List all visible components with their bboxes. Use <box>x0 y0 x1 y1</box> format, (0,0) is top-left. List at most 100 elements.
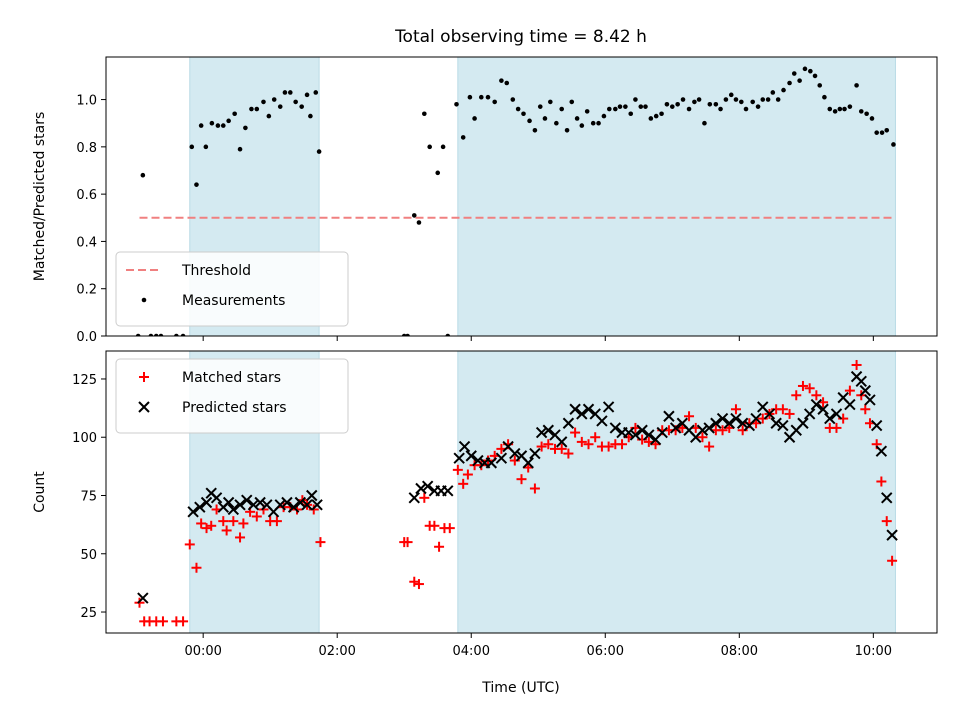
data-point <box>874 130 879 135</box>
data-point <box>247 499 260 511</box>
data-point <box>411 213 417 218</box>
data-point <box>157 616 168 627</box>
data-point <box>730 404 741 415</box>
data-point <box>137 592 149 604</box>
data-point <box>860 404 871 415</box>
data-point <box>221 525 232 536</box>
data-point <box>617 104 623 109</box>
data-point <box>316 149 322 154</box>
legend-label: Predicted stars <box>182 400 287 416</box>
x-tick-label: 02:00 <box>318 644 355 659</box>
data-point <box>277 104 283 109</box>
series-measurements <box>135 66 896 336</box>
data-point <box>775 97 781 102</box>
legend-marker-swatch <box>139 372 149 382</box>
data-point <box>308 113 313 119</box>
data-point <box>596 415 608 427</box>
y-tick-label: 75 <box>80 489 97 504</box>
data-point <box>234 499 246 511</box>
legend-label: Measurements <box>182 293 285 309</box>
data-point <box>529 483 540 494</box>
data-point <box>886 529 898 541</box>
data-point <box>696 97 702 102</box>
data-point <box>713 101 719 107</box>
data-point <box>235 532 246 543</box>
data-point <box>777 419 789 432</box>
data-point <box>542 424 555 436</box>
data-point <box>509 447 521 460</box>
data-point <box>559 106 565 112</box>
data-point <box>603 441 614 452</box>
y-tick-label: 0.4 <box>76 235 97 250</box>
data-point <box>716 412 729 425</box>
y-tick-label: 125 <box>72 373 97 388</box>
data-point <box>222 496 235 509</box>
data-point <box>228 516 239 527</box>
y-tick-label: 50 <box>80 548 97 563</box>
data-point <box>510 97 516 102</box>
data-point <box>609 422 622 434</box>
data-point <box>765 97 771 102</box>
data-point <box>543 439 554 450</box>
chart-title: Total observing time = 8.42 h <box>394 27 647 47</box>
data-point <box>787 80 792 86</box>
data-point <box>864 111 869 117</box>
data-point <box>617 439 628 450</box>
data-point <box>462 469 473 480</box>
data-point <box>465 450 477 462</box>
data-point <box>556 443 567 454</box>
data-point <box>730 412 742 425</box>
legend-label: Matched stars <box>182 370 281 386</box>
data-point <box>844 385 855 396</box>
data-point <box>153 333 159 336</box>
data-point <box>755 104 761 109</box>
data-point <box>409 576 420 587</box>
data-point <box>215 123 221 128</box>
data-point <box>579 123 585 128</box>
data-point <box>261 99 266 105</box>
data-point <box>200 496 213 509</box>
y-tick-label: 25 <box>80 606 97 621</box>
data-point <box>601 113 607 119</box>
data-point <box>803 408 816 420</box>
data-point <box>232 111 237 117</box>
data-point <box>516 474 527 485</box>
y-tick-label: 100 <box>72 431 97 446</box>
data-point <box>704 441 715 452</box>
data-point <box>226 118 231 124</box>
data-point <box>797 417 809 429</box>
data-point <box>140 172 146 178</box>
data-point <box>521 111 526 117</box>
data-point <box>628 111 634 117</box>
data-point <box>227 503 240 516</box>
data-point <box>750 412 762 425</box>
data-point <box>791 390 802 401</box>
y-tick-label: 0.8 <box>76 141 97 156</box>
data-point <box>763 408 776 420</box>
data-point <box>174 333 179 336</box>
data-point <box>413 579 424 590</box>
data-point <box>194 501 206 513</box>
data-point <box>733 97 739 102</box>
data-point <box>854 83 859 88</box>
data-point <box>648 116 654 121</box>
data-point <box>851 359 862 370</box>
y-tick-label: 0.0 <box>76 330 97 345</box>
observing-interval-band <box>457 56 896 337</box>
data-point <box>458 478 469 489</box>
data-point <box>542 116 548 121</box>
data-point <box>548 99 553 105</box>
data-point <box>831 422 842 433</box>
data-point <box>855 375 867 388</box>
data-point <box>402 537 413 548</box>
data-point <box>832 109 838 114</box>
data-point <box>254 106 260 112</box>
data-point <box>869 116 875 121</box>
data-point <box>623 104 628 109</box>
data-point <box>590 120 596 126</box>
data-point <box>434 541 445 552</box>
data-point <box>876 476 887 487</box>
data-point <box>736 417 749 429</box>
data-point <box>492 99 497 105</box>
data-point <box>209 120 215 126</box>
